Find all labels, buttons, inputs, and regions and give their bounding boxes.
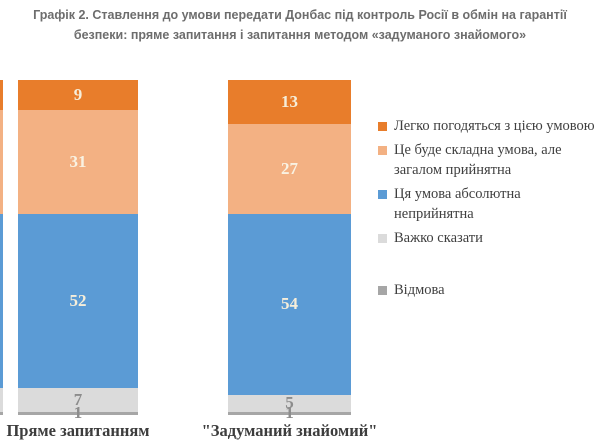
bar-segment: 1	[228, 404, 351, 421]
bar-segment: 1	[18, 404, 138, 421]
legend-item: Легко погодяться з цією умовою	[378, 116, 596, 136]
legend-item: Відмова	[378, 280, 596, 300]
value-label: 7	[73, 390, 83, 410]
bar-segment	[0, 411, 3, 415]
legend-swatch-icon	[378, 122, 387, 131]
legend-item: Важко сказати	[378, 228, 596, 248]
legend-label: Ця умова абсолютна неприйнятна	[394, 186, 521, 222]
legend-label: Важко сказати	[394, 230, 483, 246]
legend-swatch-icon	[378, 146, 387, 155]
value-label: 31	[69, 152, 87, 172]
value-label: 54	[281, 294, 298, 314]
cropped-bar-edge	[0, 80, 3, 415]
stacked-bar: 13 27 54 5 1	[228, 80, 351, 421]
value-label: 27	[281, 158, 298, 178]
value-label: 52	[69, 291, 87, 311]
legend-label: Це буде складна умова, але загалом прийн…	[394, 142, 562, 178]
bar-segment: 5	[228, 393, 351, 413]
legend-swatch-icon	[378, 286, 387, 295]
bar-segment: 27	[228, 123, 351, 214]
chart-title: Графік 2. Ставлення до умови передати До…	[33, 8, 567, 42]
bar-segment: 7	[18, 388, 138, 412]
legend-swatch-icon	[378, 190, 387, 199]
bar-segment: 13	[228, 80, 351, 124]
legend: Легко погодяться з цією умовою Це буде ск…	[378, 116, 596, 304]
bar-segment: 54	[228, 213, 351, 395]
bar-segment: 52	[18, 213, 138, 389]
legend-swatch-icon	[378, 234, 387, 243]
category-label: Пряме запитанням	[6, 421, 150, 440]
category-label: "Задуманий знайомий"	[201, 421, 378, 440]
value-label: 9	[73, 85, 83, 105]
bar-segment	[0, 80, 3, 111]
bar-segment: 9	[18, 80, 138, 111]
legend-label: Легко погодяться з цією умовою	[394, 118, 595, 134]
bar-segment	[0, 388, 3, 412]
stacked-bar: 9 31 52 7 1	[18, 80, 138, 421]
value-label: 13	[281, 91, 298, 111]
bar-segment	[0, 213, 3, 389]
legend-item: Це буде складна умова, але загалом прийн…	[378, 140, 596, 180]
bar-segment: 31	[18, 110, 138, 214]
bar-segment	[0, 110, 3, 214]
value-label: 5	[285, 393, 294, 413]
legend-item: Ця умова абсолютна неприйнятна	[378, 184, 596, 224]
legend-label: Відмова	[394, 282, 445, 298]
